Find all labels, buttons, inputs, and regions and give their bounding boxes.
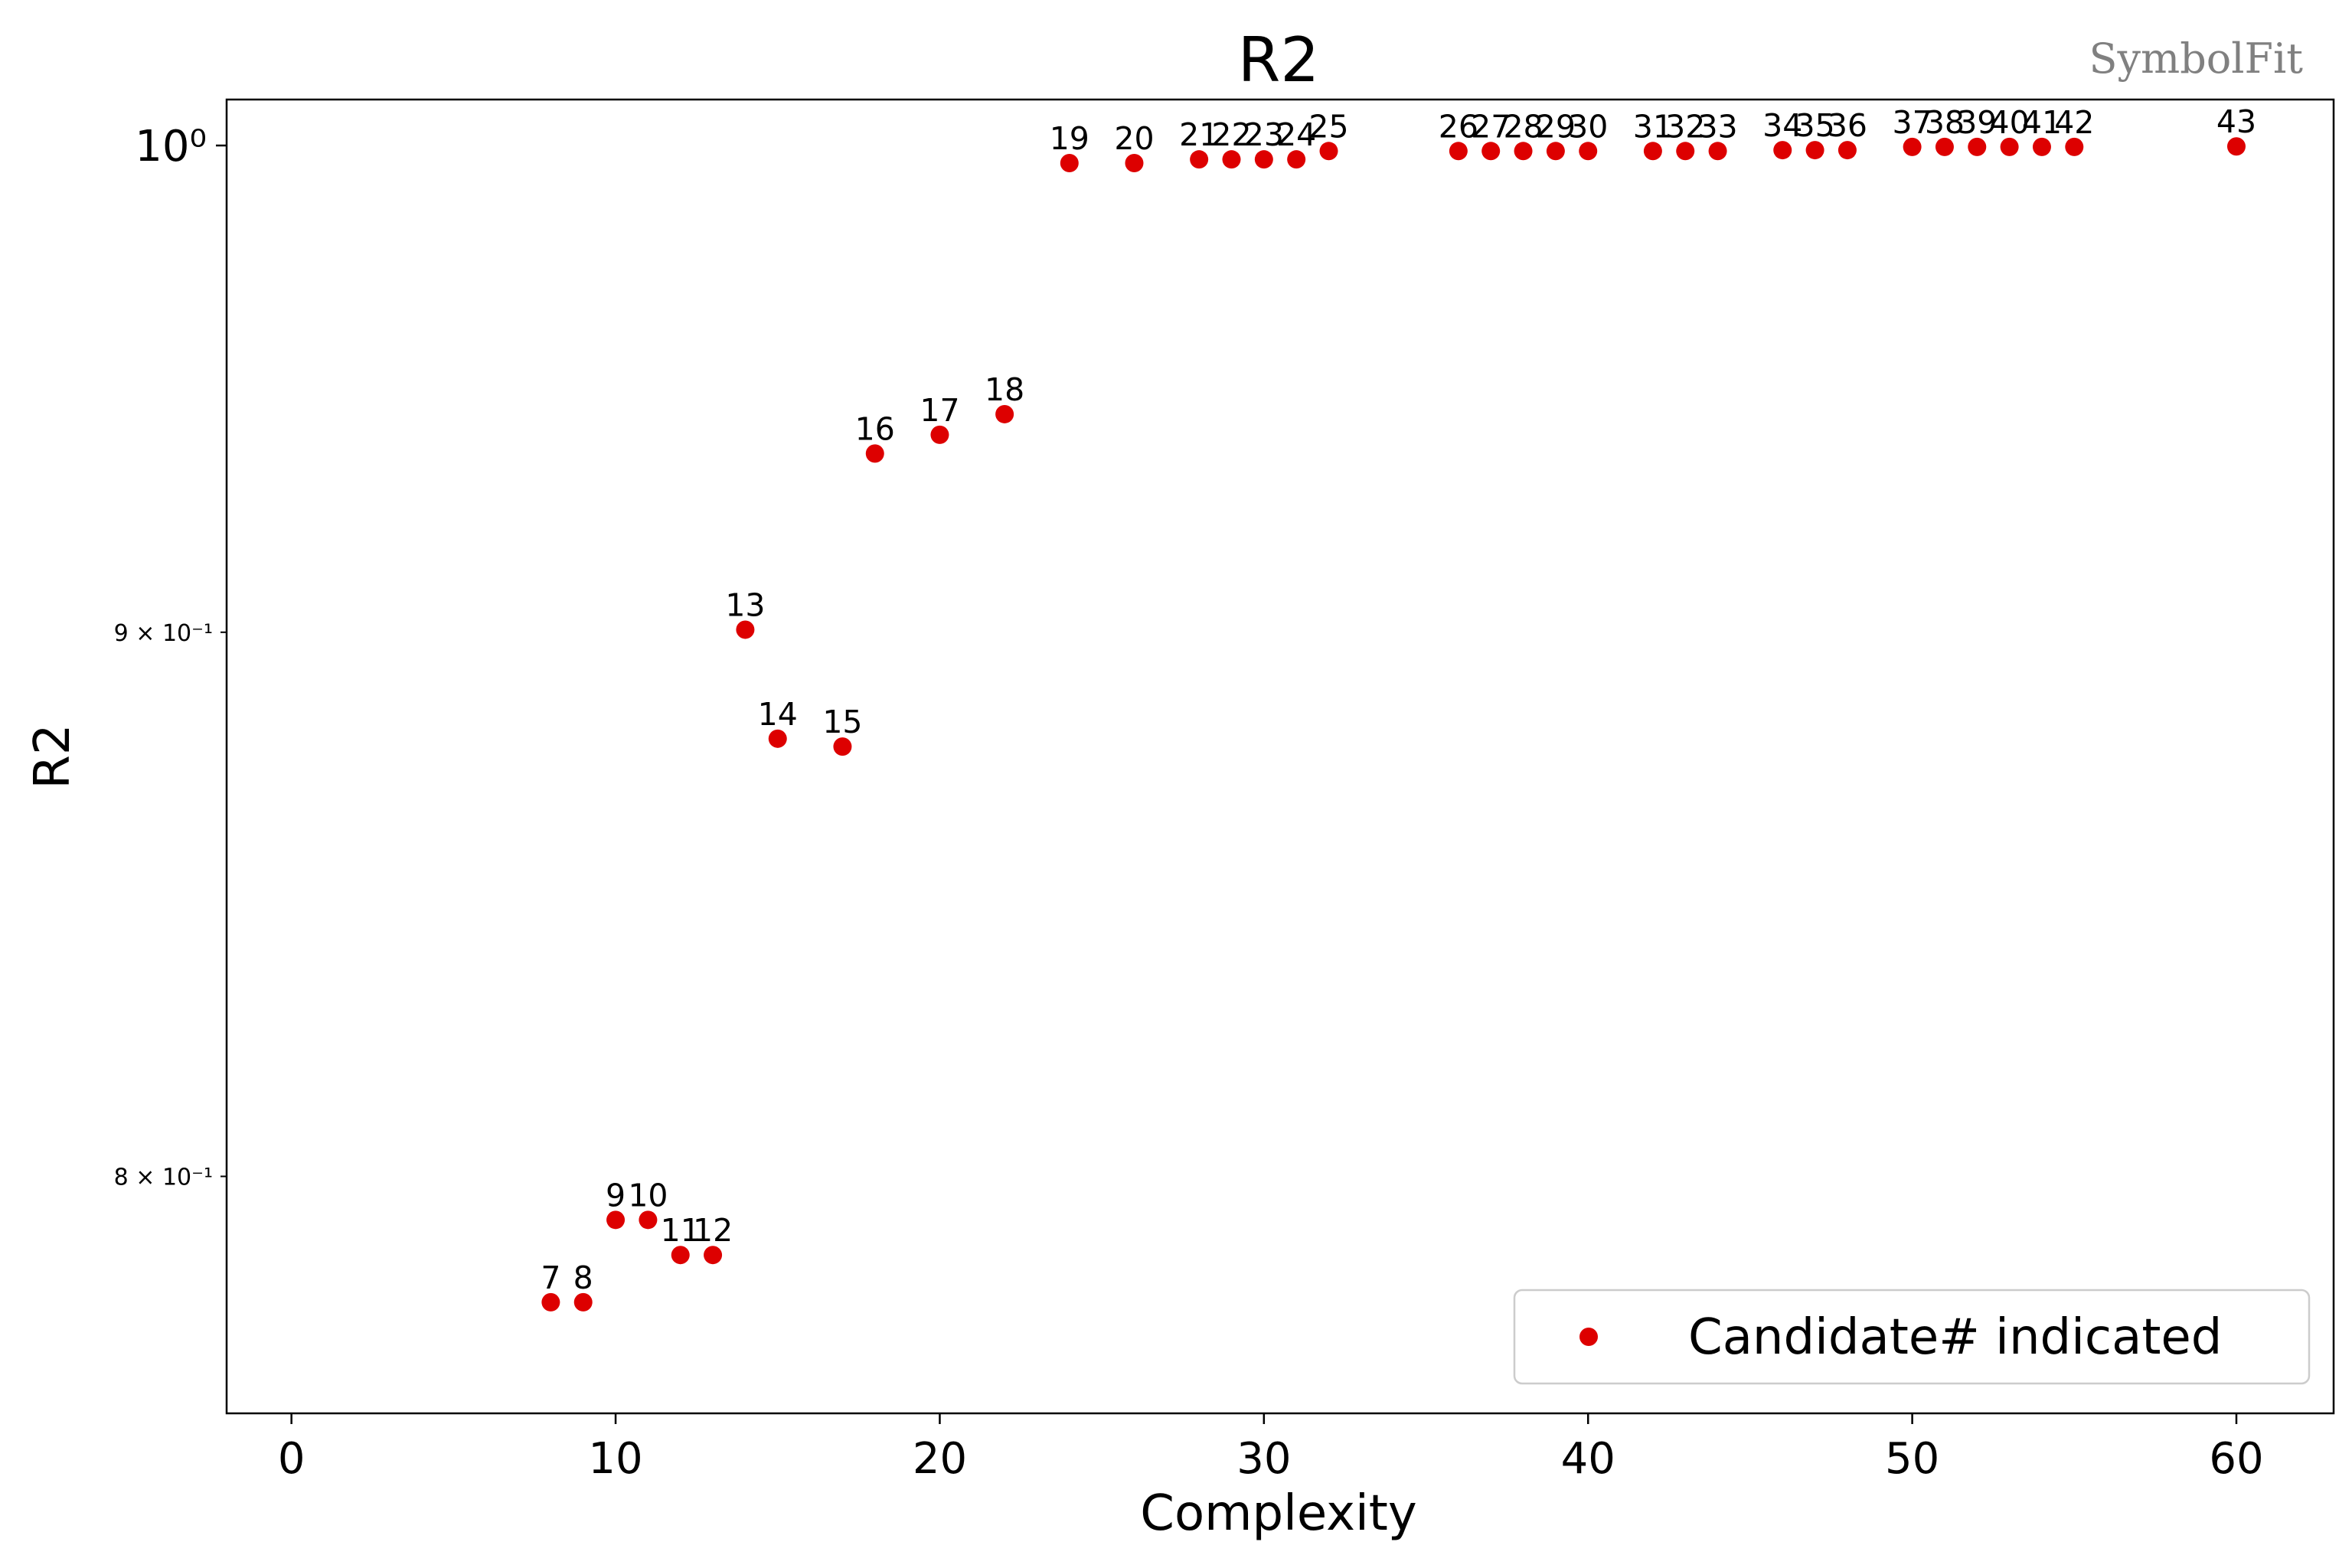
data-point-14	[768, 729, 787, 748]
data-point-11	[671, 1246, 690, 1265]
chart-title: R2	[1238, 24, 1319, 96]
y-minor-tick-label: 9 × 10⁻¹	[114, 620, 213, 647]
data-point-9	[606, 1210, 626, 1230]
point-label-16: 16	[855, 410, 895, 447]
point-label-13: 13	[725, 586, 765, 623]
point-label-34: 34	[1762, 107, 1802, 144]
data-point-22	[1222, 150, 1241, 169]
x-tick-label: 30	[1236, 1434, 1291, 1484]
data-point-33	[1708, 142, 1727, 161]
data-point-12	[704, 1246, 723, 1265]
point-label-38: 38	[1925, 104, 1965, 141]
data-point-7	[541, 1292, 560, 1312]
point-label-39: 39	[1957, 104, 1997, 141]
legend-label: Candidate# indicated	[1688, 1309, 2222, 1366]
point-label-17: 17	[920, 392, 959, 429]
data-point-28	[1514, 142, 1533, 161]
data-point-24	[1287, 150, 1306, 169]
point-label-8: 8	[573, 1259, 593, 1296]
legend: Candidate# indicated	[1513, 1289, 2311, 1385]
point-label-12: 12	[693, 1212, 733, 1249]
data-point-32	[1676, 142, 1695, 161]
data-point-15	[833, 737, 852, 756]
point-label-15: 15	[822, 704, 862, 740]
point-label-33: 33	[1697, 108, 1737, 145]
data-point-17	[930, 425, 949, 444]
point-label-42: 42	[2054, 104, 2094, 141]
point-label-19: 19	[1050, 120, 1089, 157]
symbolfit-watermark: SymbolFit	[2089, 34, 2304, 83]
point-label-7: 7	[541, 1259, 560, 1296]
data-point-41	[2032, 137, 2051, 156]
x-tick-label: 60	[2209, 1434, 2263, 1484]
x-tick-label: 10	[588, 1434, 642, 1484]
legend-marker	[1579, 1328, 1598, 1346]
data-point-8	[573, 1292, 593, 1312]
data-point-13	[736, 620, 755, 639]
x-tick-label: 0	[278, 1434, 305, 1484]
point-label-11: 11	[661, 1212, 701, 1249]
point-label-30: 30	[1568, 108, 1608, 145]
data-point-21	[1190, 150, 1209, 169]
data-point-26	[1449, 142, 1468, 161]
point-label-40: 40	[1990, 104, 2030, 141]
point-label-31: 31	[1633, 108, 1673, 145]
data-point-30	[1579, 142, 1598, 161]
plot-frame	[225, 98, 2335, 1415]
data-point-10	[639, 1210, 658, 1230]
point-label-18: 18	[985, 371, 1024, 408]
data-points	[541, 137, 2246, 1312]
data-point-39	[1968, 137, 1987, 156]
data-point-43	[2226, 137, 2246, 156]
data-point-18	[995, 404, 1014, 423]
data-point-34	[1773, 141, 1792, 160]
data-point-16	[865, 444, 884, 463]
data-point-23	[1254, 150, 1273, 169]
data-point-20	[1125, 154, 1144, 173]
data-point-35	[1805, 141, 1824, 160]
x-tick-label: 40	[1561, 1434, 1615, 1484]
data-point-42	[2065, 137, 2084, 156]
point-label-29: 29	[1536, 108, 1576, 145]
data-point-29	[1546, 142, 1565, 161]
point-label-28: 28	[1503, 108, 1543, 145]
point-label-32: 32	[1665, 108, 1705, 145]
data-point-37	[1903, 137, 1922, 156]
point-label-10: 10	[628, 1177, 668, 1214]
x-tick-label: 20	[913, 1434, 967, 1484]
y-minor-tick-label: 8 × 10⁻¹	[114, 1164, 213, 1191]
point-label-21: 21	[1179, 116, 1219, 153]
y-major-tick-label: 10⁰	[135, 122, 207, 172]
point-label-14: 14	[758, 696, 798, 733]
data-point-31	[1643, 142, 1662, 161]
point-label-41: 41	[2022, 104, 2062, 141]
point-label-9: 9	[606, 1177, 626, 1214]
point-label-20: 20	[1114, 120, 1154, 157]
y-axis-label: R2	[24, 724, 81, 789]
x-axis-ticks: 0 10 20 30 40 50 60	[278, 1413, 2264, 1484]
point-label-43: 43	[2216, 103, 2256, 140]
point-label-23: 23	[1244, 116, 1284, 153]
data-point-27	[1481, 142, 1501, 161]
point-label-26: 26	[1439, 108, 1478, 145]
point-label-25: 25	[1308, 108, 1348, 145]
x-axis-label: Complexity	[1140, 1485, 1416, 1542]
point-label-22: 22	[1211, 116, 1251, 153]
data-point-36	[1838, 141, 1857, 160]
data-point-19	[1060, 154, 1079, 173]
point-label-24: 24	[1276, 116, 1316, 153]
y-axis-ticks: 10⁰ 9 × 10⁻¹ 8 × 10⁻¹	[114, 122, 227, 1191]
x-tick-label: 50	[1885, 1434, 1939, 1484]
legend-box	[1513, 1289, 2311, 1385]
point-label-35: 35	[1795, 107, 1834, 144]
data-point-40	[2000, 137, 2019, 156]
data-point-25	[1319, 142, 1338, 161]
data-point-38	[1935, 137, 1954, 156]
point-label-36: 36	[1828, 107, 1867, 144]
point-label-27: 27	[1471, 108, 1511, 145]
point-label-37: 37	[1893, 104, 1932, 141]
